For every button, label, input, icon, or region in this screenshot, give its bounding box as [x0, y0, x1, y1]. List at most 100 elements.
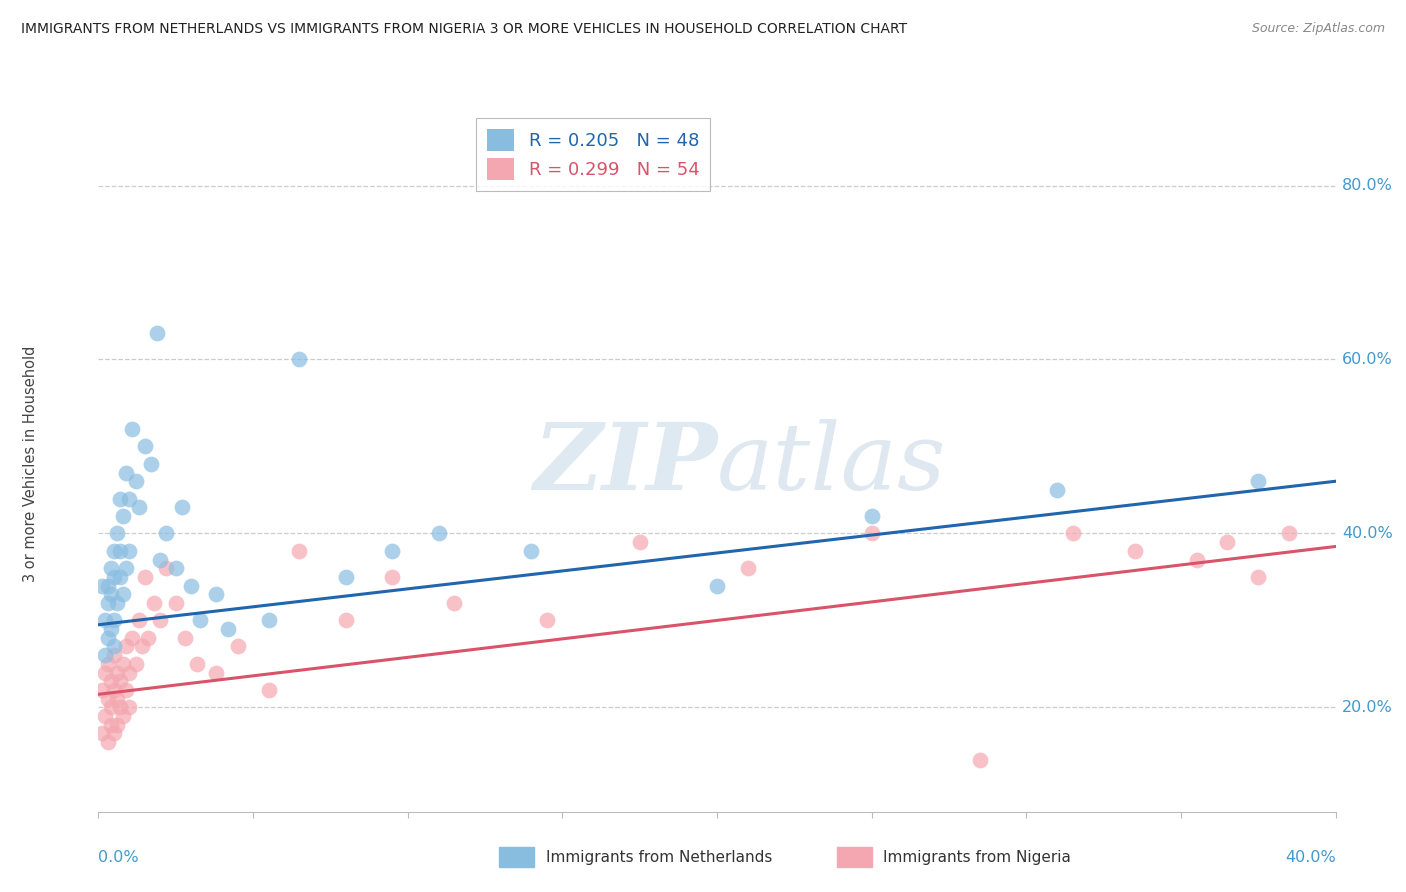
Point	[115, 640, 138, 654]
Point	[170, 500, 193, 515]
Point	[124, 657, 146, 671]
Point	[103, 683, 125, 698]
Point	[1123, 543, 1146, 558]
Point	[155, 526, 177, 541]
Point	[860, 508, 883, 523]
Point	[118, 665, 141, 680]
Point	[108, 570, 131, 584]
Point	[118, 700, 141, 714]
Point	[97, 735, 120, 749]
Point	[112, 587, 135, 601]
Text: Immigrants from Nigeria: Immigrants from Nigeria	[883, 850, 1071, 864]
Point	[520, 543, 543, 558]
Text: 80.0%: 80.0%	[1341, 178, 1393, 193]
Point	[1278, 526, 1301, 541]
Point	[226, 640, 249, 654]
Point	[335, 570, 357, 584]
Point	[174, 631, 197, 645]
Point	[93, 709, 115, 723]
Point	[90, 683, 112, 698]
Point	[149, 614, 172, 628]
Point	[103, 640, 125, 654]
Point	[139, 457, 162, 471]
Point	[93, 614, 115, 628]
Point	[288, 352, 311, 367]
Point	[105, 526, 128, 541]
Point	[100, 674, 122, 689]
Point	[131, 640, 153, 654]
Point	[108, 491, 131, 506]
Point	[103, 570, 125, 584]
Point	[128, 500, 150, 515]
Point	[381, 543, 404, 558]
Point	[108, 674, 131, 689]
Point	[121, 422, 143, 436]
Point	[155, 561, 177, 575]
Point	[288, 543, 311, 558]
Point	[105, 691, 128, 706]
Point	[118, 543, 141, 558]
Point	[134, 570, 156, 584]
Point	[1062, 526, 1084, 541]
Point	[97, 596, 120, 610]
Text: Source: ZipAtlas.com: Source: ZipAtlas.com	[1251, 22, 1385, 36]
Text: 0.0%: 0.0%	[98, 850, 139, 865]
Point	[105, 717, 128, 731]
Point	[105, 665, 128, 680]
Point	[115, 561, 138, 575]
Point	[121, 631, 143, 645]
Point	[443, 596, 465, 610]
Point	[146, 326, 169, 341]
Point	[97, 631, 120, 645]
Point	[124, 475, 146, 489]
Point	[128, 614, 150, 628]
Point	[118, 491, 141, 506]
Point	[108, 543, 131, 558]
Point	[257, 683, 280, 698]
Point	[165, 561, 187, 575]
Text: 3 or more Vehicles in Household: 3 or more Vehicles in Household	[22, 346, 38, 582]
Point	[100, 717, 122, 731]
Point	[103, 614, 125, 628]
Point	[335, 614, 357, 628]
Text: Immigrants from Netherlands: Immigrants from Netherlands	[546, 850, 772, 864]
Point	[97, 657, 120, 671]
Point	[427, 526, 450, 541]
Point	[115, 466, 138, 480]
Point	[706, 578, 728, 592]
Point	[860, 526, 883, 541]
Point	[93, 648, 115, 662]
Legend: R = 0.205   N = 48, R = 0.299   N = 54: R = 0.205 N = 48, R = 0.299 N = 54	[477, 118, 710, 191]
Point	[1046, 483, 1069, 497]
Text: atlas: atlas	[717, 419, 946, 508]
Text: 60.0%: 60.0%	[1341, 352, 1392, 367]
Point	[536, 614, 558, 628]
Point	[97, 691, 120, 706]
Point	[90, 726, 112, 740]
Text: IMMIGRANTS FROM NETHERLANDS VS IMMIGRANTS FROM NIGERIA 3 OR MORE VEHICLES IN HOU: IMMIGRANTS FROM NETHERLANDS VS IMMIGRANT…	[21, 22, 907, 37]
Point	[628, 535, 651, 549]
Point	[100, 622, 122, 636]
Point	[100, 587, 122, 601]
Point	[97, 578, 120, 592]
Point	[136, 631, 159, 645]
Point	[737, 561, 759, 575]
Point	[1216, 535, 1239, 549]
Point	[1247, 570, 1270, 584]
Point	[103, 543, 125, 558]
Point	[90, 578, 112, 592]
Point	[217, 622, 239, 636]
Point	[381, 570, 404, 584]
Point	[1185, 552, 1208, 566]
Text: ZIP: ZIP	[533, 419, 717, 508]
Point	[190, 614, 212, 628]
Point	[103, 726, 125, 740]
Point	[969, 752, 991, 766]
Point	[257, 614, 280, 628]
Point	[108, 700, 131, 714]
Point	[100, 700, 122, 714]
Point	[103, 648, 125, 662]
Point	[105, 596, 128, 610]
Point	[1247, 475, 1270, 489]
Point	[186, 657, 208, 671]
